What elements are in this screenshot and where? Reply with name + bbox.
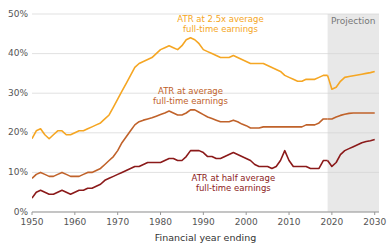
series-label-line: ATR at average [158, 86, 223, 96]
series-line [32, 110, 328, 179]
x-tick [289, 212, 290, 215]
series-label: ATR at averagefull-time earnings [153, 86, 228, 106]
series-label-line: full-time earnings [196, 183, 271, 193]
grid-line [32, 53, 379, 54]
x-tick-label: 1980 [149, 217, 172, 227]
x-tick-label: 1970 [106, 217, 129, 227]
series-line [328, 140, 375, 167]
x-tick-label: 2010 [278, 217, 301, 227]
y-tick-label: 50% [8, 9, 28, 19]
projection-region [328, 14, 379, 212]
x-tick [32, 212, 33, 215]
series-label-line: ATR at 2.5x average [177, 14, 263, 24]
x-tick-label: 2020 [320, 217, 343, 227]
x-tick [246, 212, 247, 215]
grid-line [32, 212, 379, 213]
x-tick-label: 2030 [363, 217, 386, 227]
x-tick-label: 1950 [21, 217, 44, 227]
x-tick [74, 212, 75, 215]
x-tick [117, 212, 118, 215]
x-tick [331, 212, 332, 215]
series-line [32, 151, 328, 199]
x-tick [374, 212, 375, 215]
chart: 0% 10% 20% 30% 40% 50% 1950 1960 1970 1980 1990 200… [0, 0, 391, 246]
x-tick-label: 1960 [63, 217, 86, 227]
x-axis-label: Financial year ending [155, 232, 256, 243]
x-tick [203, 212, 204, 215]
y-tick-label: 30% [8, 88, 28, 98]
x-tick [160, 212, 161, 215]
x-tick-label: 1990 [192, 217, 215, 227]
series-line [328, 71, 375, 89]
series-label-line: full-time earnings [183, 24, 258, 34]
plot-lines [32, 38, 375, 198]
y-tick-label: 10% [8, 167, 28, 177]
y-tick-label: 20% [8, 127, 28, 137]
y-tick-label: 0% [14, 207, 29, 217]
grid-line [32, 132, 379, 133]
series-label-line: full-time earnings [153, 96, 228, 106]
y-tick-label: 40% [8, 48, 28, 58]
series-label: ATR at 2.5x averagefull-time earnings [177, 14, 263, 34]
x-tick-label: 2000 [235, 217, 258, 227]
series-label-line: ATR at half average [192, 173, 276, 183]
series-line [32, 38, 328, 139]
series-label: ATR at half averagefull-time earnings [192, 173, 276, 193]
series-line [328, 113, 375, 119]
projection-label: Projection [331, 16, 376, 26]
x-axis-line [32, 212, 379, 213]
